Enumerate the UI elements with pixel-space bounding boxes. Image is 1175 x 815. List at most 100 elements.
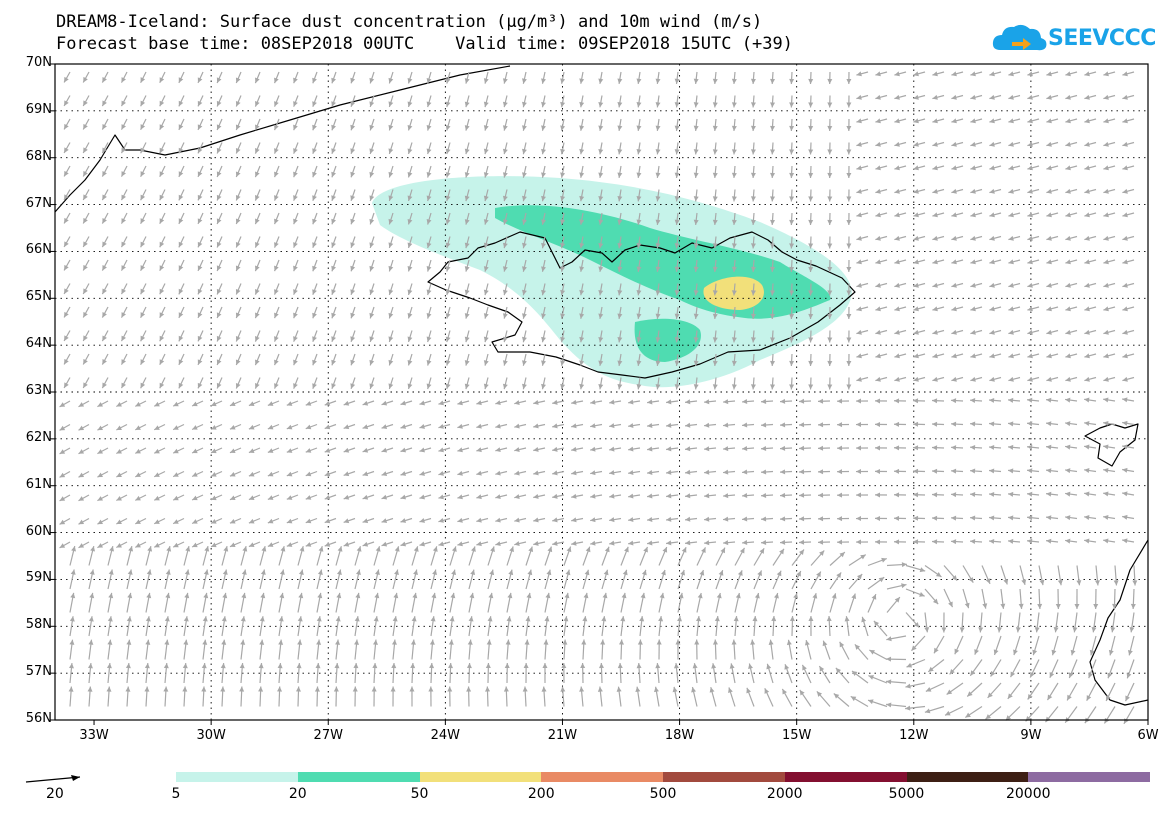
wind-arrow-head (466, 663, 472, 669)
wind-arrow-head (846, 266, 852, 272)
wind-arrow-head (1103, 353, 1109, 359)
wind-arrow-head (856, 259, 862, 265)
wind-arrow-head (989, 306, 995, 312)
wind-arrow-head (636, 337, 642, 343)
wind-arrow-head (617, 337, 623, 343)
wind-arrow-head (560, 172, 566, 178)
wind-arrow-head (235, 194, 241, 201)
wind-arrow-head (197, 359, 203, 365)
wind-arrow-head (1126, 672, 1132, 679)
wind-arrow-head (789, 78, 795, 84)
wind-arrow-head (837, 445, 843, 451)
wind-arrow-head (581, 639, 587, 645)
wind-arrow-head (1046, 94, 1052, 100)
wind-arrow-head (609, 540, 615, 546)
wind-arrow-head (913, 235, 919, 241)
wind-arrow-head (522, 383, 527, 390)
wind-arrow-head (126, 639, 132, 645)
wind-arrow-head (789, 313, 795, 319)
wind-arrow-head (750, 639, 756, 645)
wind-arrow-head (932, 376, 938, 382)
wind-arrow-head (712, 243, 718, 249)
wind-arrow-head (620, 616, 626, 622)
wind-arrow-head (818, 445, 824, 451)
wind-arrow-head (932, 492, 938, 498)
wind-arrow-head (812, 593, 818, 599)
wind-arrow-head (562, 639, 568, 645)
wind-arrow-head (350, 359, 356, 366)
wind-arrow-head (229, 471, 236, 477)
wind-arrow-head (970, 421, 976, 427)
wind-arrow-head (388, 148, 394, 154)
wind-arrow-head (989, 141, 995, 147)
wind-arrow-head (906, 662, 913, 668)
wind-arrow-head (1027, 212, 1033, 218)
wind-arrow-head (818, 422, 824, 428)
wind-arrow-head (464, 125, 470, 131)
wind-arrow-head (286, 542, 293, 547)
wind-arrow-head (875, 376, 881, 382)
wind-arrow-head (1046, 353, 1052, 359)
wind-arrow-head (579, 125, 585, 131)
wind-arrow-head (712, 290, 718, 296)
wind-arrow-head (989, 259, 995, 265)
wind-arrow-head (616, 686, 622, 692)
wind-arrow-head (802, 664, 807, 671)
wind-arrow-head (1008, 421, 1014, 427)
wind-arrow-head (407, 218, 413, 225)
wind-arrow-head (216, 335, 222, 342)
wind-arrow-head (197, 265, 203, 271)
wind-arrow-head (483, 172, 489, 178)
wind-arrow-head (905, 705, 911, 711)
wind-arrow-head (419, 400, 425, 406)
wind-arrow-head (1013, 649, 1018, 656)
wind-arrow-head (1103, 514, 1109, 520)
wind-arrow-head (1021, 579, 1027, 585)
wind-arrow-head (1046, 212, 1052, 218)
wind-arrow-head (987, 692, 993, 698)
wind-arrow-head (985, 714, 992, 720)
wind-arrow-head (495, 494, 501, 500)
wind-arrow-head (985, 578, 991, 584)
wind-arrow-head (617, 313, 623, 319)
wind-arrow-head (846, 337, 852, 343)
wind-arrow-head (121, 218, 127, 224)
wind-arrow-head (102, 124, 107, 130)
wind-arrow-head (216, 359, 222, 365)
wind-arrow-head (192, 401, 198, 407)
wind-arrow-head (507, 592, 513, 599)
wind-arrow-head (1008, 165, 1014, 171)
wind-arrow-head (655, 337, 661, 343)
wind-arrow-head (970, 670, 976, 676)
wind-arrow-head (429, 639, 435, 645)
wind-arrow-head (674, 172, 680, 178)
wind-arrow-head (413, 546, 419, 552)
wind-arrow-head (369, 124, 375, 131)
wind-arrow-head (571, 470, 577, 476)
wind-arrow-head (628, 493, 634, 499)
wind-arrow-head (579, 313, 585, 319)
wind-arrow-head (913, 421, 919, 427)
wind-arrow-head (782, 688, 787, 695)
wind-arrow-head (894, 376, 900, 382)
wind-arrow-head (211, 448, 217, 454)
wind-arrow-head (1046, 538, 1052, 544)
wind-arrow-head (970, 282, 976, 288)
wind-arrow-head (628, 446, 634, 452)
wind-arrow-head (369, 359, 375, 366)
wind-arrow-head (286, 424, 293, 430)
wind-arrow-head (619, 639, 625, 645)
wind-arrow-head (819, 666, 825, 672)
lon-label: 27W (313, 728, 343, 743)
wind-arrow-head (216, 312, 222, 318)
wind-arrow-head (598, 360, 604, 366)
legend-level-label: 500 (649, 786, 677, 802)
wind-arrow-head (248, 471, 255, 477)
wind-arrow-head (875, 71, 881, 77)
wind-arrow-head (229, 401, 236, 407)
wind-arrow-head (970, 445, 976, 451)
wind-arrow-head (780, 445, 786, 451)
wind-arrow-head (523, 663, 529, 669)
wind-arrow-head (1046, 397, 1052, 403)
wind-arrow-head (704, 493, 710, 499)
